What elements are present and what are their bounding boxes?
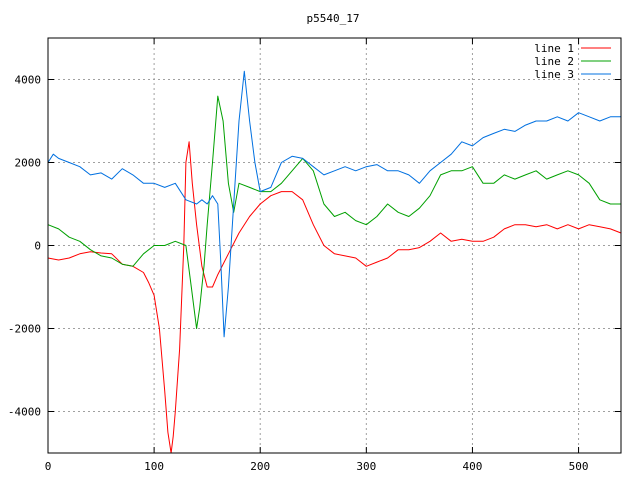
y-tick-label: 0 bbox=[34, 240, 41, 253]
y-tick-label: 2000 bbox=[15, 157, 42, 170]
x-tick-label: 500 bbox=[569, 460, 589, 473]
legend-label: line 1 bbox=[534, 42, 574, 55]
x-tick-label: 200 bbox=[250, 460, 270, 473]
chart-title: p5540_17 bbox=[307, 12, 360, 25]
y-tick-label: -2000 bbox=[8, 323, 41, 336]
x-tick-label: 100 bbox=[144, 460, 164, 473]
y-tick-label: 4000 bbox=[15, 74, 42, 87]
grid-lines bbox=[47, 38, 621, 453]
series-group bbox=[47, 70, 622, 454]
legend-label: line 2 bbox=[534, 55, 574, 68]
x-tick-label: 300 bbox=[356, 460, 376, 473]
series-line-3 bbox=[47, 70, 621, 338]
series-line-1 bbox=[47, 141, 622, 454]
x-tick-label: 0 bbox=[45, 460, 52, 473]
axis-ticks: 0 100 200 300 400 500 -4000 -2000 0 2000 4000 bbox=[8, 38, 621, 473]
y-tick-label: -4000 bbox=[8, 406, 41, 419]
series-line-2 bbox=[47, 95, 621, 329]
x-tick-label: 400 bbox=[463, 460, 483, 473]
legend-label: line 3 bbox=[534, 68, 574, 81]
